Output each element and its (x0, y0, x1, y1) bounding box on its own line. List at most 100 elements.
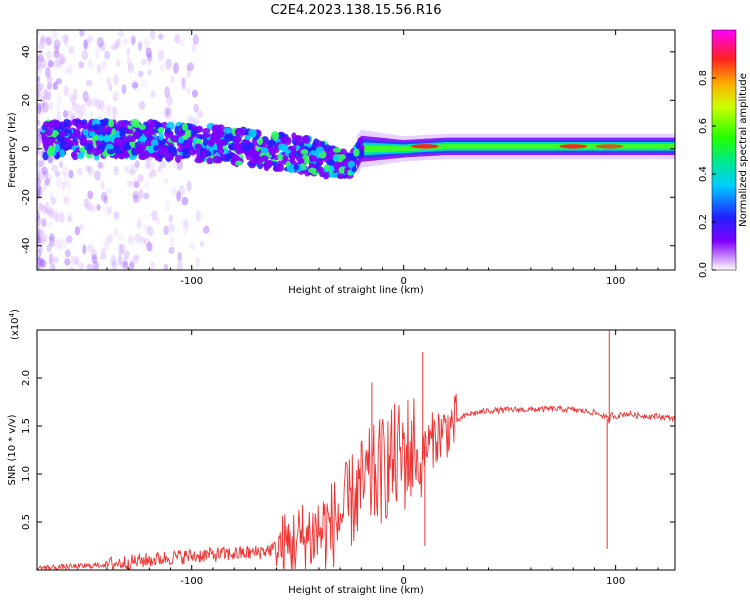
noise-point (37, 67, 43, 75)
noise-point (134, 233, 142, 243)
noise-point (87, 165, 94, 176)
noise-point (55, 78, 63, 85)
noise-point (133, 177, 139, 188)
noise-point (106, 104, 112, 116)
noise-point (98, 161, 104, 169)
noise-point (143, 192, 150, 200)
noise-point (180, 76, 186, 84)
noise-point (104, 50, 110, 61)
noise-point (37, 77, 41, 84)
noise-point (164, 199, 170, 211)
snr-multiplier-base: (x10 (10, 317, 21, 340)
noise-point (37, 160, 43, 172)
noise-point (51, 164, 59, 172)
y-tick-label: -20 (21, 189, 32, 205)
noise-point (38, 229, 43, 242)
noise-point (48, 259, 56, 267)
noise-point (37, 186, 41, 199)
noise-point (143, 224, 150, 234)
noise-point (96, 160, 102, 170)
spectral-blob (260, 155, 269, 162)
noise-point (168, 214, 174, 223)
noise-point (130, 163, 138, 174)
noise-point (203, 225, 210, 234)
x-tick-label: 100 (606, 576, 625, 587)
noise-point (113, 165, 119, 176)
spectral-blob (353, 148, 360, 157)
noise-point (37, 89, 40, 100)
noise-point (166, 108, 174, 120)
spectral-blob (195, 143, 202, 150)
noise-point (74, 258, 80, 266)
spectral-blob (217, 147, 225, 155)
noise-point (107, 206, 113, 215)
noise-point (137, 41, 143, 52)
noise-point (112, 90, 120, 102)
noise-point (48, 191, 55, 200)
spectral-blob (226, 133, 233, 142)
noise-point (47, 221, 53, 230)
noise-point (37, 229, 45, 238)
noise-point (37, 82, 45, 91)
noise-point (38, 257, 45, 267)
noise-point (182, 228, 188, 236)
noise-point (92, 97, 98, 107)
spectral-blob (272, 161, 278, 167)
colorbar-tick-label: 0.0 (698, 262, 709, 278)
noise-point (56, 110, 62, 123)
noise-point (67, 216, 72, 223)
noise-point (168, 223, 176, 233)
noise-point (64, 35, 69, 48)
noise-point (164, 110, 170, 120)
noise-point (157, 33, 164, 40)
noise-point (134, 160, 140, 168)
spectral-blob (202, 127, 211, 135)
noise-point (53, 45, 60, 54)
noise-point (143, 38, 150, 49)
noise-point (104, 205, 110, 217)
spectral-blob (234, 127, 242, 137)
noise-point (79, 223, 84, 231)
noise-point (139, 236, 146, 244)
noise-point (126, 56, 132, 66)
noise-point (165, 106, 171, 116)
noise-point (177, 251, 182, 262)
spectral-blob (102, 118, 109, 126)
noise-point (37, 127, 42, 137)
noise-point (37, 30, 40, 37)
noise-point (38, 41, 45, 52)
noise-point (137, 174, 144, 183)
noise-point (88, 59, 93, 69)
spectral-blob (153, 145, 159, 152)
spectral-blob (289, 153, 296, 162)
noise-point (37, 54, 44, 63)
y-tick-label: 40 (21, 45, 32, 58)
noise-point (113, 74, 119, 86)
noise-point (37, 102, 42, 114)
spectral-blob (125, 129, 134, 135)
noise-point (68, 266, 75, 270)
noise-point (134, 253, 140, 261)
spectral-blob (233, 135, 242, 143)
noise-point (99, 253, 107, 261)
noise-point (41, 218, 47, 228)
noise-point (55, 176, 63, 188)
spectral-blob (103, 135, 111, 143)
noise-point (140, 58, 147, 66)
noise-point (37, 81, 42, 94)
noise-point (101, 247, 106, 256)
noise-point (37, 220, 41, 231)
spectral-blob (46, 147, 55, 157)
spectral-blob (181, 123, 189, 131)
noise-point (53, 256, 59, 263)
noise-point (173, 62, 179, 74)
spectral-blob (157, 126, 165, 133)
noise-point (40, 259, 47, 268)
x-tick-label: 0 (401, 576, 407, 587)
noise-point (112, 94, 117, 102)
spectrogram-x-axis-title: Height of straight line (km) (288, 285, 424, 296)
spectral-blob (158, 132, 164, 141)
spectral-blob (234, 144, 243, 154)
x-tick-label: -100 (180, 276, 203, 287)
spectral-blob (206, 157, 213, 165)
